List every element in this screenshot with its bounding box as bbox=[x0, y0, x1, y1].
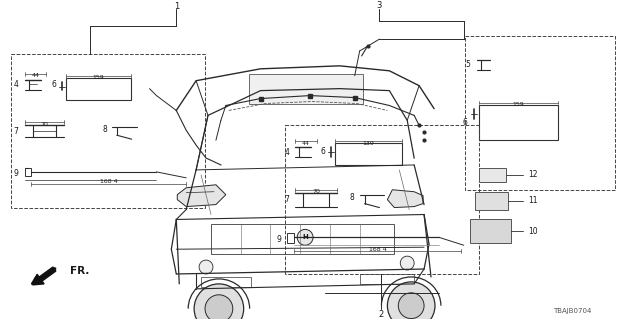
Text: 44: 44 bbox=[302, 141, 310, 146]
Bar bbox=[475, 192, 508, 210]
Text: 168 4: 168 4 bbox=[369, 247, 387, 252]
Text: 9: 9 bbox=[14, 169, 19, 178]
Text: 70: 70 bbox=[40, 122, 49, 127]
Text: 8: 8 bbox=[102, 125, 107, 134]
Circle shape bbox=[205, 295, 233, 320]
Text: 4: 4 bbox=[14, 80, 19, 89]
Bar bbox=[465, 36, 615, 190]
Bar bbox=[67, 78, 131, 100]
Circle shape bbox=[400, 256, 414, 270]
Bar bbox=[201, 277, 251, 287]
Text: 168 4: 168 4 bbox=[100, 179, 117, 184]
Text: 10: 10 bbox=[528, 227, 538, 236]
Bar bbox=[479, 168, 506, 182]
Bar bbox=[479, 106, 558, 140]
Text: 159: 159 bbox=[513, 102, 524, 107]
Bar bbox=[470, 220, 511, 243]
Text: 4: 4 bbox=[284, 148, 289, 156]
Bar bbox=[285, 125, 479, 274]
Text: 70: 70 bbox=[312, 189, 320, 194]
Text: 159: 159 bbox=[93, 75, 104, 80]
Text: H: H bbox=[302, 234, 308, 240]
Text: TBAJB0704: TBAJB0704 bbox=[554, 308, 592, 314]
Circle shape bbox=[199, 260, 213, 274]
Text: 9: 9 bbox=[276, 235, 282, 244]
Bar bbox=[360, 274, 414, 284]
Text: 6: 6 bbox=[52, 80, 57, 89]
Polygon shape bbox=[387, 190, 423, 208]
Bar bbox=[25, 168, 31, 176]
Text: FR.: FR. bbox=[70, 266, 90, 276]
Text: 8: 8 bbox=[350, 193, 355, 202]
Bar bbox=[287, 233, 294, 243]
Circle shape bbox=[398, 293, 424, 319]
Text: 12: 12 bbox=[528, 170, 538, 180]
Text: 6: 6 bbox=[321, 147, 325, 156]
Text: 1: 1 bbox=[173, 2, 179, 11]
Circle shape bbox=[194, 284, 244, 320]
Text: 2: 2 bbox=[379, 310, 384, 319]
Bar bbox=[11, 54, 205, 208]
Bar bbox=[248, 74, 363, 103]
Text: 5: 5 bbox=[466, 60, 470, 69]
Text: 11: 11 bbox=[528, 196, 538, 205]
Text: 7: 7 bbox=[284, 195, 289, 204]
Bar bbox=[335, 143, 403, 165]
Text: 6: 6 bbox=[463, 118, 468, 127]
Circle shape bbox=[387, 282, 435, 320]
Circle shape bbox=[297, 229, 313, 245]
Text: 7: 7 bbox=[14, 127, 19, 136]
Text: 139: 139 bbox=[363, 141, 374, 146]
Polygon shape bbox=[177, 185, 226, 207]
FancyArrow shape bbox=[33, 267, 56, 285]
Text: 3: 3 bbox=[377, 1, 382, 10]
Bar bbox=[211, 224, 394, 254]
Text: 44: 44 bbox=[31, 73, 40, 78]
